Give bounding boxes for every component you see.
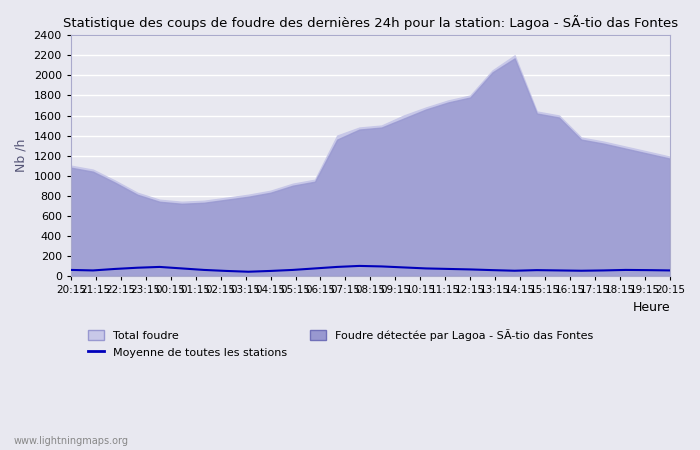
- Moyenne de toutes les stations: [377, 264, 386, 269]
- Legend: Total foudre, Moyenne de toutes les stations, Foudre détectée par Lagoa - SÃ-tio: Total foudre, Moyenne de toutes les stat…: [83, 325, 598, 362]
- Moyenne de toutes les stations: [311, 266, 319, 271]
- Moyenne de toutes les stations: [444, 266, 452, 272]
- Moyenne de toutes les stations: [666, 268, 674, 273]
- Moyenne de toutes les stations: [555, 268, 564, 273]
- Moyenne de toutes les stations: [533, 267, 541, 273]
- Moyenne de toutes les stations: [66, 267, 75, 273]
- Text: www.lightningmaps.org: www.lightningmaps.org: [14, 436, 129, 446]
- Moyenne de toutes les stations: [267, 268, 275, 274]
- Moyenne de toutes les stations: [622, 267, 630, 273]
- Moyenne de toutes les stations: [643, 267, 652, 273]
- Y-axis label: Nb /h: Nb /h: [15, 139, 28, 172]
- Moyenne de toutes les stations: [421, 266, 430, 271]
- Moyenne de toutes les stations: [133, 265, 141, 270]
- Moyenne de toutes les stations: [155, 264, 164, 270]
- Moyenne de toutes les stations: [222, 268, 230, 274]
- Moyenne de toutes les stations: [577, 268, 585, 274]
- Moyenne de toutes les stations: [599, 268, 608, 273]
- Moyenne de toutes les stations: [199, 267, 208, 273]
- Line: Moyenne de toutes les stations: Moyenne de toutes les stations: [71, 266, 670, 272]
- Moyenne de toutes les stations: [89, 268, 97, 273]
- Moyenne de toutes les stations: [466, 267, 475, 272]
- X-axis label: Heure: Heure: [632, 301, 670, 314]
- Moyenne de toutes les stations: [510, 268, 519, 274]
- Moyenne de toutes les stations: [355, 263, 363, 269]
- Moyenne de toutes les stations: [400, 265, 408, 270]
- Moyenne de toutes les stations: [111, 266, 120, 272]
- Title: Statistique des coups de foudre des dernières 24h pour la station: Lagoa - SÃ-ti: Statistique des coups de foudre des dern…: [63, 15, 678, 30]
- Moyenne de toutes les stations: [178, 266, 186, 271]
- Moyenne de toutes les stations: [244, 269, 253, 274]
- Moyenne de toutes les stations: [333, 264, 342, 270]
- Moyenne de toutes les stations: [489, 267, 497, 273]
- Moyenne de toutes les stations: [288, 267, 297, 273]
